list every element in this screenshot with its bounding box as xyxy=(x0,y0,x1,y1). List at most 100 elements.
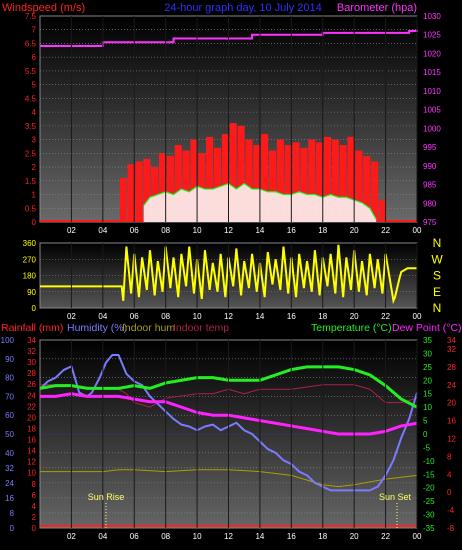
windspeed-bar xyxy=(355,150,363,222)
direction-x-tick-label: 08 xyxy=(161,312,170,321)
wind-panel-x-ticks: 02 04 06 08 10 12 14 16 18 20 22 00 xyxy=(67,16,422,235)
windspeed-bar xyxy=(292,142,300,222)
indoor-temp-y-tick-label: 0 xyxy=(447,488,452,497)
windspeed-bar xyxy=(308,139,316,222)
temperature-x-tick-label: 04 xyxy=(98,532,107,541)
humidity-y-tick-label: 40 xyxy=(5,449,14,458)
wind-y-tick-label: 7.5 xyxy=(25,12,37,21)
wind-y-tick-label: 0 xyxy=(32,218,37,227)
indoor-temp-legend: Indoor temp xyxy=(173,322,229,334)
temperature-y-tick-label: -25 xyxy=(423,497,435,506)
indoor-temp-line xyxy=(40,384,418,408)
wind-y-tick-label: 3 xyxy=(32,136,37,145)
wind-y-tick-label: 1.5 xyxy=(25,177,37,186)
dew-point-legend: Dew Point (°C) xyxy=(392,322,462,334)
direction-x-tick-label: 22 xyxy=(381,312,390,321)
windspeed-bar xyxy=(143,158,151,222)
wind-x-tick-label: 18 xyxy=(318,226,327,235)
windspeed-bar xyxy=(339,145,347,222)
windspeed-bar xyxy=(206,136,214,222)
wind-direction-line xyxy=(40,244,417,305)
temperature-y-tick-label: 35 xyxy=(423,336,432,345)
wind-x-tick-label: 16 xyxy=(287,226,296,235)
rain-y-tick-label: 4 xyxy=(32,502,37,511)
baro-y-tick-label: 1020 xyxy=(423,49,441,58)
direction-x-tick-label: 18 xyxy=(318,312,327,321)
indoor-temp-y-tick-label: 16 xyxy=(447,417,456,426)
indoor-temp-y-tick-label: 28 xyxy=(447,363,456,372)
windspeed-bar xyxy=(190,139,198,222)
windspeed-bar xyxy=(347,136,355,222)
temperature-y-tick-label: -30 xyxy=(423,511,435,520)
rain-y-tick-label: 6 xyxy=(32,491,37,500)
compass-label: S xyxy=(433,269,441,283)
humidity-line xyxy=(39,354,418,492)
direction-y-tick-label: 180 xyxy=(23,272,37,281)
baro-y-tick-label: 990 xyxy=(423,162,437,171)
humidity-y-tick-label: 80 xyxy=(5,374,14,383)
windspeed-bar xyxy=(237,125,245,222)
sunset-label: Sun Set xyxy=(379,492,412,502)
windspeed-bar xyxy=(119,178,127,222)
chart-title: 24-hour graph day, 10 July 2014 xyxy=(164,2,322,14)
windspeed-bar xyxy=(213,147,222,222)
windspeed-bar xyxy=(363,156,371,222)
humidity-y-tick-label: 90 xyxy=(5,355,14,364)
rain-y-tick-label: 32 xyxy=(27,347,36,356)
direction-y-tick-label: 360 xyxy=(23,239,37,248)
windspeed-bar xyxy=(245,139,253,222)
baro-y-tick-label: 995 xyxy=(423,143,437,152)
rain-y-tick-label: 14 xyxy=(27,447,36,456)
direction-y-tick-label: 270 xyxy=(23,255,37,264)
compass-label: N xyxy=(433,301,442,315)
temperature-y-tick-label: 15 xyxy=(423,390,432,399)
windspeed-bar xyxy=(323,136,331,222)
baro-y-tick-label: 1000 xyxy=(423,124,441,133)
indoor-temp-y-tick-label: 4 xyxy=(447,470,452,479)
wind-y-tick-label: 5.5 xyxy=(25,67,37,76)
windspeed-bar xyxy=(182,150,190,222)
direction-x-tick-label: 06 xyxy=(130,312,139,321)
windspeed-bar xyxy=(229,123,237,222)
rain-y-tick-label: 8 xyxy=(32,480,37,489)
direction-x-tick-label: 12 xyxy=(224,312,233,321)
rain-y-tick-label: 12 xyxy=(27,458,36,467)
humidity-y-tick-label: 32 xyxy=(5,464,14,473)
temperature-y-tick-label: 0 xyxy=(423,430,428,439)
rain-y-tick-label: 24 xyxy=(27,391,36,400)
windspeed-bar xyxy=(371,161,379,222)
baro-y-tick-label: 980 xyxy=(423,199,437,208)
direction-x-tick-label: 14 xyxy=(255,312,264,321)
temperature-y-tick-label: -5 xyxy=(423,443,431,452)
sunrise-label: Sun Rise xyxy=(88,492,125,502)
barometer-axis-title: Barometer (hpa) xyxy=(337,2,417,14)
temperature-x-tick-label: 08 xyxy=(161,532,170,541)
temperature-y-tick-label: -35 xyxy=(423,524,435,533)
direction-x-tick-label: 00 xyxy=(413,312,422,321)
humidity-y-tick-label: 100 xyxy=(1,336,15,345)
rainfall-legend: Rainfall (mm) xyxy=(1,322,63,334)
windspeed-bar xyxy=(253,145,261,222)
temperature-y-tick-label: 10 xyxy=(423,403,432,412)
direction-panel-x-ticks: 02 04 06 08 10 12 14 16 18 20 22 00 xyxy=(67,243,422,321)
compass-label: N xyxy=(433,236,442,250)
windspeed-bar xyxy=(166,156,174,222)
direction-x-tick-label: 20 xyxy=(350,312,359,321)
baro-y-tick-label: 1005 xyxy=(423,106,441,115)
wind-x-tick-label: 14 xyxy=(255,226,264,235)
indoor-temp-y-tick-label: 24 xyxy=(447,381,456,390)
windspeed-bar xyxy=(284,145,292,222)
temperature-x-tick-label: 00 xyxy=(413,532,422,541)
humidity-y-tick-label: 60 xyxy=(5,411,14,420)
direction-x-tick-label: 16 xyxy=(287,312,296,321)
baro-y-tick-label: 1030 xyxy=(423,12,441,21)
wind-y-tick-label: 4.5 xyxy=(25,94,37,103)
wind-y-tick-label: 3.5 xyxy=(25,122,37,131)
direction-x-tick-label: 04 xyxy=(98,312,107,321)
windspeed-bar xyxy=(135,161,143,222)
wind-y-tick-label: 2.5 xyxy=(25,149,37,158)
wind-x-tick-label: 12 xyxy=(224,226,233,235)
wind-x-tick-label: 08 xyxy=(161,226,170,235)
temperature-y-tick-label: -15 xyxy=(423,470,435,479)
